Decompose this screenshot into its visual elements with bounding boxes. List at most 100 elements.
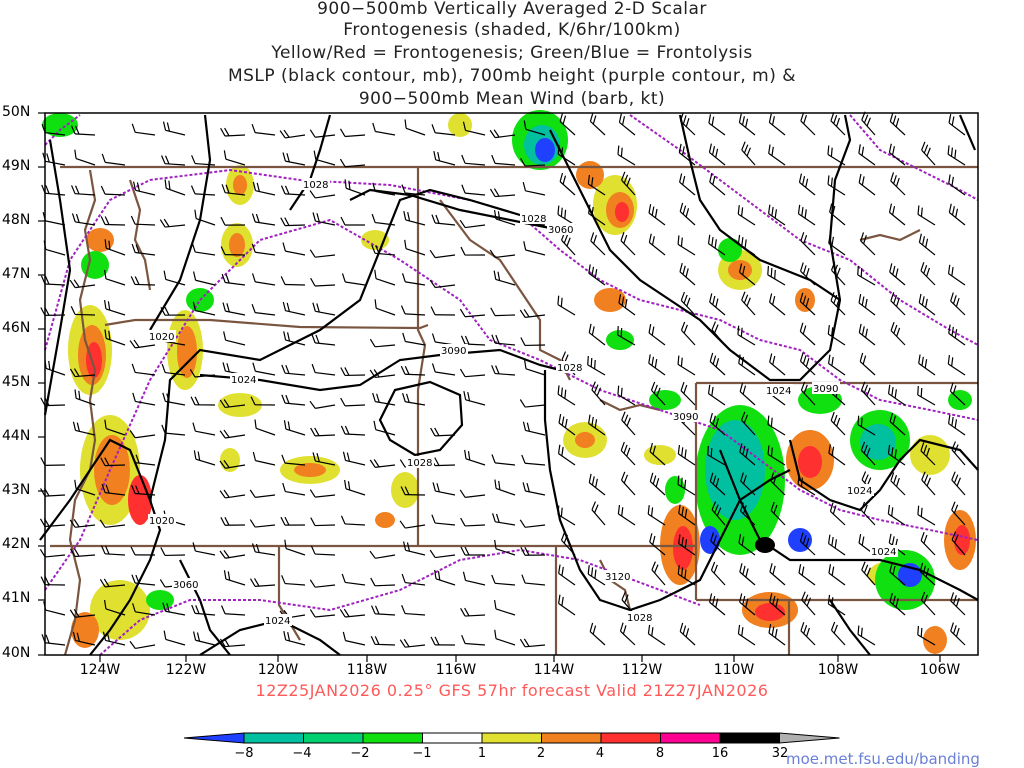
wind-barb <box>372 392 396 406</box>
wind-barb <box>591 381 606 406</box>
wind-barb <box>921 141 936 166</box>
mslp-contour <box>958 114 977 151</box>
wind-barb <box>951 501 966 526</box>
wind-barb <box>104 419 126 436</box>
wind-barb <box>460 246 486 256</box>
wind-barb <box>104 269 126 286</box>
colorbar-swatch <box>362 732 423 744</box>
wind-barb <box>309 249 336 258</box>
wind-barb <box>858 323 876 346</box>
height-label: 3060 <box>548 225 573 236</box>
title-line-5: 900−500mb Mean Wind (barb, kt) <box>358 89 666 109</box>
wind-barb <box>921 471 936 496</box>
wind-barb <box>219 460 246 469</box>
wind-barb <box>310 545 336 556</box>
wind-barb <box>679 202 696 226</box>
wind-barb <box>463 390 486 406</box>
wind-barb <box>949 382 966 406</box>
wind-barb <box>711 501 726 526</box>
wind-barb <box>950 622 966 646</box>
wind-barb <box>100 216 126 226</box>
colorbar-label: −1 <box>412 746 432 761</box>
wind-barb <box>519 399 546 408</box>
wind-barb <box>249 578 276 587</box>
wind-barb <box>220 127 246 137</box>
wind-barb <box>401 184 426 196</box>
wind-barb <box>830 411 846 436</box>
wind-barb <box>223 570 246 586</box>
wind-barb <box>429 249 456 259</box>
wind-barb <box>737 325 756 346</box>
wind-barb <box>797 475 816 496</box>
wind-barb <box>312 302 336 316</box>
wind-barb <box>520 158 546 167</box>
fg-blob <box>594 288 626 312</box>
wind-barb <box>161 363 186 376</box>
wind-barb <box>767 265 786 286</box>
mslp-contour <box>788 438 979 512</box>
wind-barb <box>890 321 906 346</box>
wind-barb <box>342 631 366 646</box>
wind-barb <box>220 246 246 256</box>
wind-barb <box>739 382 756 406</box>
height-label: 3060 <box>173 580 198 591</box>
wind-barb <box>861 111 876 136</box>
lat-label: 50N <box>2 104 31 120</box>
wind-barb <box>557 295 576 316</box>
wind-barb <box>131 363 156 376</box>
wind-barb <box>131 485 156 496</box>
wind-barb <box>798 173 816 196</box>
wind-barb <box>309 400 336 409</box>
wind-barb <box>494 539 516 556</box>
wind-barb <box>649 472 666 496</box>
wind-barb <box>103 599 126 616</box>
wind-barb <box>737 205 756 226</box>
mslp-label: 1024 <box>847 486 872 497</box>
wind-barb <box>374 269 396 286</box>
colorbar-swatch <box>660 732 721 744</box>
wind-barb <box>220 516 246 526</box>
wind-barb <box>461 184 486 196</box>
wind-barb <box>459 368 486 378</box>
lat-label: 44N <box>2 428 31 444</box>
wind-barb <box>588 323 606 346</box>
wind-barb <box>252 451 276 466</box>
lon-label: 108W <box>817 662 859 678</box>
wind-barb <box>313 150 336 166</box>
wind-barb <box>769 353 786 376</box>
wind-barb <box>104 239 126 256</box>
wind-barb <box>522 482 546 496</box>
wind-barb <box>280 516 306 526</box>
lon-label: 120W <box>257 662 299 678</box>
wind-barb <box>223 331 246 346</box>
wind-barb <box>619 622 636 646</box>
wind-barb <box>558 564 576 586</box>
wind-barb <box>647 505 666 526</box>
wind-barb <box>830 621 846 646</box>
wind-barb <box>770 472 786 496</box>
wind-barb <box>617 504 636 526</box>
lon-label: 124W <box>79 662 121 678</box>
wind-barb <box>739 563 756 586</box>
wind-barb <box>889 592 906 616</box>
wind-barb <box>707 384 726 406</box>
wind-barb <box>859 352 876 376</box>
wind-barb <box>312 212 336 226</box>
colorbar-label: −2 <box>350 746 370 761</box>
credit-url[interactable]: moe.met.fsu.edu/banding <box>786 750 980 768</box>
wind-barb <box>460 517 486 527</box>
wind-barb <box>194 209 216 226</box>
wind-barb <box>192 271 216 286</box>
wind-barb <box>403 211 426 226</box>
wind-barb <box>404 119 426 136</box>
wind-barb <box>339 158 366 168</box>
lat-label: 49N <box>2 158 31 174</box>
wind-barb <box>130 546 156 556</box>
wind-barb <box>887 444 906 466</box>
wind-barb <box>587 174 606 196</box>
wind-barb <box>162 121 186 136</box>
wind-barb <box>590 232 606 256</box>
wind-barb <box>251 243 276 256</box>
fl-blob <box>535 138 555 162</box>
wind-barb <box>522 421 546 436</box>
